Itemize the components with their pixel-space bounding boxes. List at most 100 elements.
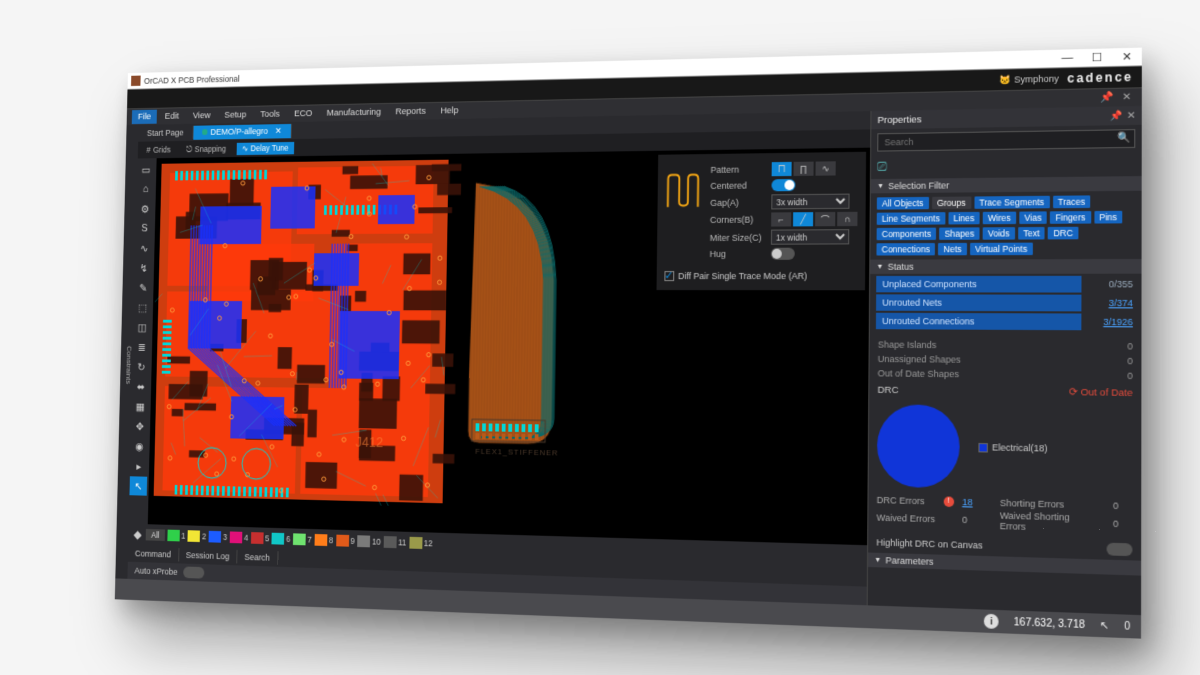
vtool-3[interactable]: S — [136, 219, 154, 238]
filter-chip-drc[interactable]: DRC — [1048, 226, 1078, 239]
pattern-accordion-button[interactable]: ⨅ — [772, 161, 792, 175]
filter-chip-shapes[interactable]: Shapes — [939, 227, 979, 240]
corner-arc-button[interactable]: ⌒ — [815, 211, 835, 225]
layer-swatch-8[interactable]: 8 — [314, 533, 333, 545]
layer-swatch-9[interactable]: 9 — [336, 534, 355, 546]
corner-45-button[interactable]: ╱ — [793, 212, 813, 226]
tab-start-page[interactable]: Start Page — [138, 125, 193, 139]
vtool-14[interactable]: ◉ — [130, 436, 148, 455]
vtool-1[interactable]: ⌂ — [137, 179, 155, 198]
filter-chip-groups[interactable]: Groups — [932, 196, 971, 209]
auto-xprobe-toggle[interactable] — [183, 566, 204, 578]
filter-chip-text[interactable]: Text — [1018, 226, 1045, 239]
menu-file[interactable]: File — [132, 109, 157, 123]
btab-command[interactable]: Command — [128, 546, 179, 561]
centered-toggle[interactable] — [771, 178, 795, 190]
layer-swatch-5[interactable]: 5 — [251, 532, 270, 544]
pattern-trombone-button[interactable]: ∏ — [794, 161, 814, 175]
window-close-button[interactable]: ✕ — [1112, 49, 1142, 63]
filter-chip-lines[interactable]: Lines — [948, 211, 980, 224]
layers-all-button[interactable]: All — [146, 528, 165, 540]
status-bar-item[interactable]: Unplaced Components — [876, 275, 1081, 292]
menu-help[interactable]: Help — [434, 103, 465, 118]
menu-setup[interactable]: Setup — [218, 107, 252, 122]
miter-select[interactable]: 1x width — [771, 229, 849, 245]
corner-90-button[interactable]: ⌐ — [771, 212, 791, 226]
filter-chip-voids[interactable]: Voids — [983, 227, 1015, 240]
menu-view[interactable]: View — [187, 108, 217, 123]
vtool-9[interactable]: ≣ — [133, 337, 151, 356]
layer-swatch-2[interactable]: 2 — [188, 530, 206, 542]
vtool-15[interactable]: ▸ — [130, 456, 148, 475]
layer-swatch-3[interactable]: 3 — [209, 530, 228, 542]
filter-chip-vias[interactable]: Vias — [1019, 211, 1047, 224]
drc-pie-chart[interactable] — [877, 404, 960, 488]
layer-swatch-7[interactable]: 7 — [293, 533, 312, 545]
menu-manufacturing[interactable]: Manufacturing — [320, 104, 387, 120]
filter-chip-line-segments[interactable]: Line Segments — [877, 212, 945, 225]
layer-swatch-1[interactable]: 1 — [167, 529, 185, 541]
status-bar-item[interactable]: Unrouted Connections — [876, 312, 1081, 329]
filter-chip-virtual-points[interactable]: Virtual Points — [970, 242, 1033, 255]
vtool-13[interactable]: ✥ — [131, 416, 149, 435]
menu-eco[interactable]: ECO — [288, 106, 319, 121]
corner-full-arc-button[interactable]: ∩ — [837, 211, 857, 225]
properties-search-input[interactable] — [877, 129, 1135, 152]
filter-tune-icon[interactable]: ⎚ — [871, 151, 1142, 178]
vtool-12[interactable]: ▦ — [131, 396, 149, 415]
pattern-sawtooth-button[interactable]: ∿ — [816, 161, 836, 175]
panel-pin-icon[interactable]: 📌 — [1110, 109, 1123, 121]
drc-legend[interactable]: Electrical(18) — [978, 441, 1047, 453]
vtool-5[interactable]: ↯ — [135, 258, 153, 277]
drc-out-of-date-button[interactable]: ⟳Out of Date — [1069, 386, 1133, 398]
layer-swatch-10[interactable]: 10 — [357, 535, 380, 547]
vtool-0[interactable]: ▭ — [137, 160, 155, 179]
vtool-16[interactable]: ↖ — [129, 476, 147, 495]
status-value[interactable]: 3/1926 — [1081, 316, 1135, 327]
tab-close-icon[interactable]: ✕ — [275, 125, 282, 136]
panel-close-icon[interactable]: ✕ — [1118, 91, 1135, 103]
filter-chip-traces[interactable]: Traces — [1053, 195, 1091, 208]
layer-swatch-11[interactable]: 11 — [383, 536, 406, 548]
filter-chip-wires[interactable]: Wires — [983, 211, 1016, 224]
status-value[interactable]: 3/374 — [1081, 297, 1135, 308]
vtool-2[interactable]: ⚙ — [136, 199, 154, 218]
highlight-drc-toggle[interactable] — [1107, 542, 1133, 556]
vtool-8[interactable]: ◫ — [133, 317, 151, 336]
filter-chip-components[interactable]: Components — [877, 227, 937, 240]
menu-edit[interactable]: Edit — [159, 109, 186, 124]
info-icon[interactable]: i — [984, 613, 999, 628]
filter-chip-all-objects[interactable]: All Objects — [877, 196, 929, 209]
symphony-indicator[interactable]: 🐱Symphony — [999, 72, 1059, 85]
status-bar-item[interactable]: Unrouted Nets — [876, 294, 1081, 311]
filter-chip-connections[interactable]: Connections — [876, 243, 935, 256]
layer-swatch-12[interactable]: 12 — [409, 536, 433, 549]
layer-swatch-6[interactable]: 6 — [272, 532, 291, 544]
window-maximize-button[interactable]: ☐ — [1082, 50, 1112, 64]
vtool-6[interactable]: ✎ — [134, 278, 152, 297]
vtool-10[interactable]: ↻ — [132, 357, 150, 376]
window-minimize-button[interactable]: — — [1053, 51, 1083, 65]
menu-tools[interactable]: Tools — [254, 106, 286, 121]
hug-toggle[interactable] — [771, 247, 795, 259]
status-header[interactable]: ▼Status — [870, 258, 1141, 273]
menu-reports[interactable]: Reports — [389, 103, 432, 118]
drc-errors-value[interactable]: 18 — [962, 496, 991, 507]
diff-pair-checkbox[interactable] — [664, 271, 674, 281]
filter-chip-fingers[interactable]: Fingers — [1050, 211, 1091, 224]
panel-close-icon[interactable]: ✕ — [1127, 109, 1136, 121]
opt-grids[interactable]: #Grids — [141, 143, 176, 155]
filter-chip-trace-segments[interactable]: Trace Segments — [974, 195, 1050, 208]
btab-session-log[interactable]: Session Log — [179, 548, 238, 563]
opt-delay-tune[interactable]: ∿Delay Tune — [236, 141, 294, 154]
gap-select[interactable]: 3x width — [771, 193, 849, 209]
layer-swatch-4[interactable]: 4 — [230, 531, 249, 543]
tab-project[interactable]: DEMO/P-allegro✕ — [193, 123, 292, 139]
filter-chip-nets[interactable]: Nets — [938, 242, 967, 254]
btab-search[interactable]: Search — [237, 549, 278, 564]
opt-snapping[interactable]: ⎋Snapping — [181, 142, 231, 155]
filter-chip-pins[interactable]: Pins — [1094, 210, 1122, 223]
vtool-11[interactable]: ⬌ — [132, 377, 150, 396]
panel-pin-icon[interactable]: 📌 — [1099, 91, 1116, 103]
layers-stack-icon[interactable]: ◆ — [134, 527, 142, 541]
